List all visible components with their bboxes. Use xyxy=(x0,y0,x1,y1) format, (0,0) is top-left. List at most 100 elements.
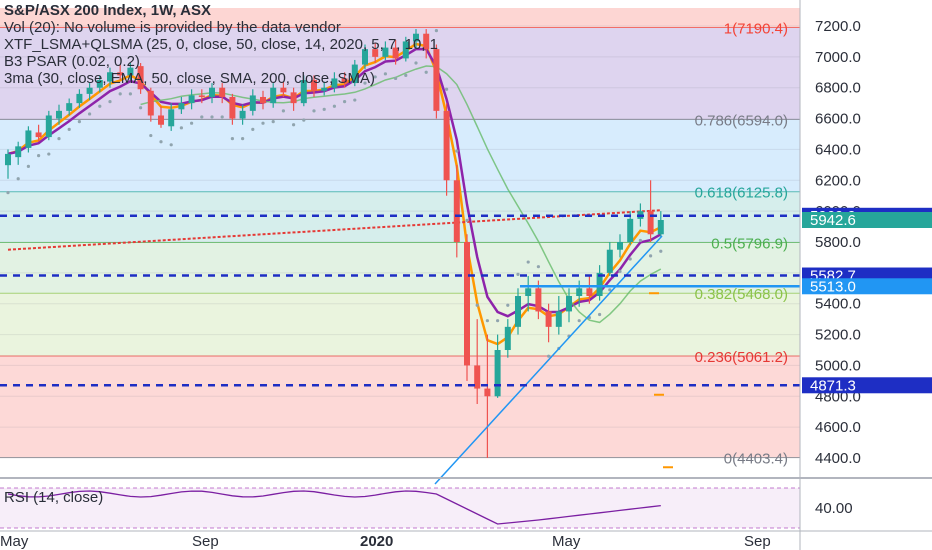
candle-body xyxy=(86,87,93,94)
y-tick-label: 5800.0 xyxy=(815,234,861,251)
price-badge: 4871.3 xyxy=(802,377,932,394)
candle-body xyxy=(249,95,256,111)
candle-body xyxy=(239,110,246,119)
psar-dot xyxy=(159,140,163,144)
candle-body xyxy=(147,90,154,116)
fib-levels: 1(7190.4) 0.786(6594.0) 0.618(6125.8) 0.5(5… xyxy=(0,20,800,467)
psar-dot xyxy=(577,319,581,323)
psar-dot xyxy=(394,76,398,81)
x-tick-label: May xyxy=(552,533,581,550)
price-badge-label: 5942.6 xyxy=(810,212,856,229)
fib-label: 0.5(5796.9) xyxy=(711,235,788,252)
candle-body xyxy=(188,95,195,104)
candle-body xyxy=(76,93,83,104)
psar-dot xyxy=(169,143,173,147)
psar-dot xyxy=(261,121,265,125)
candle xyxy=(453,164,460,258)
psar-dot xyxy=(281,109,285,113)
price-badge-label: 4871.3 xyxy=(810,377,856,394)
candle xyxy=(35,124,42,142)
candle xyxy=(147,87,154,122)
fib-band xyxy=(0,8,800,28)
candle-body xyxy=(484,388,491,397)
psar-dot xyxy=(128,92,132,96)
trend-line xyxy=(434,235,663,485)
candle-body xyxy=(25,130,32,148)
y-tick-label: 7000.0 xyxy=(815,49,861,66)
y-tick-label: 5000.0 xyxy=(815,357,861,374)
candle-body xyxy=(45,115,52,138)
psar-dot xyxy=(190,121,194,125)
candle-body xyxy=(494,350,501,397)
rsi-panel: RSI (14, close) xyxy=(0,477,932,529)
fib-label: 0.786(6594.0) xyxy=(695,112,788,129)
fib-bands xyxy=(0,8,800,458)
candle xyxy=(392,39,399,65)
psar-dot xyxy=(57,137,61,141)
candle xyxy=(362,44,368,70)
psar-dot xyxy=(485,319,489,323)
psar-dot xyxy=(302,118,306,122)
psar-dot xyxy=(424,70,428,74)
grid xyxy=(0,25,800,459)
candle-body xyxy=(423,33,430,50)
psar-dot xyxy=(47,152,51,156)
candle-body xyxy=(433,49,440,111)
x-tick-label: Sep xyxy=(192,533,219,550)
candle-body xyxy=(229,96,236,119)
candle-body xyxy=(66,103,73,111)
psar-dot xyxy=(475,303,479,307)
candle xyxy=(66,98,73,116)
candle-body xyxy=(627,218,634,242)
candle-body xyxy=(280,87,287,93)
psar-dot xyxy=(292,123,296,127)
candle xyxy=(423,29,430,59)
price-badge: 5513.0 xyxy=(802,278,932,295)
candle-body xyxy=(392,47,399,59)
price-badge-label: 5513.0 xyxy=(810,278,856,295)
psar-dot xyxy=(649,254,653,258)
fib-label: 0(4403.4) xyxy=(724,450,788,467)
psar-dot xyxy=(373,75,377,79)
candle xyxy=(76,89,83,108)
candle-body xyxy=(107,72,113,82)
candle-body xyxy=(35,132,42,138)
psar-dot xyxy=(516,272,520,276)
psar-dot xyxy=(149,133,153,138)
candle-body xyxy=(566,296,572,312)
psar-dot xyxy=(598,312,602,317)
candle xyxy=(96,75,103,93)
psar-dot xyxy=(526,260,530,264)
candle xyxy=(555,296,562,335)
y-tick-label: 4600.0 xyxy=(815,419,861,436)
psar-dot xyxy=(139,106,143,110)
candle-body xyxy=(545,311,552,327)
indicator-lsma: XTF_LSMA+QLSMA (25, 0, close, 50, close,… xyxy=(4,36,438,53)
candle-body xyxy=(647,211,654,235)
y-tick-label: 6200.0 xyxy=(815,172,861,189)
ma-line-green xyxy=(140,65,662,324)
overlays xyxy=(0,214,800,485)
candle-body xyxy=(464,242,470,366)
candle-body xyxy=(606,249,613,273)
psar-dot xyxy=(628,257,632,261)
candle-body xyxy=(596,272,603,296)
candle xyxy=(341,72,348,88)
y-tick-label: 7200.0 xyxy=(815,18,861,35)
candle-body xyxy=(372,49,379,57)
candle xyxy=(382,41,389,60)
fib-band xyxy=(0,293,800,356)
psar-dot xyxy=(343,100,347,104)
candle xyxy=(300,75,307,107)
candle-body xyxy=(586,288,593,296)
candle xyxy=(504,319,511,358)
candle xyxy=(525,275,532,312)
rsi-line xyxy=(7,490,661,525)
candle xyxy=(433,44,440,119)
psar-dot xyxy=(312,109,316,113)
candle xyxy=(290,87,297,111)
candle xyxy=(606,242,613,276)
candle xyxy=(617,234,623,258)
fib-band xyxy=(0,191,800,243)
